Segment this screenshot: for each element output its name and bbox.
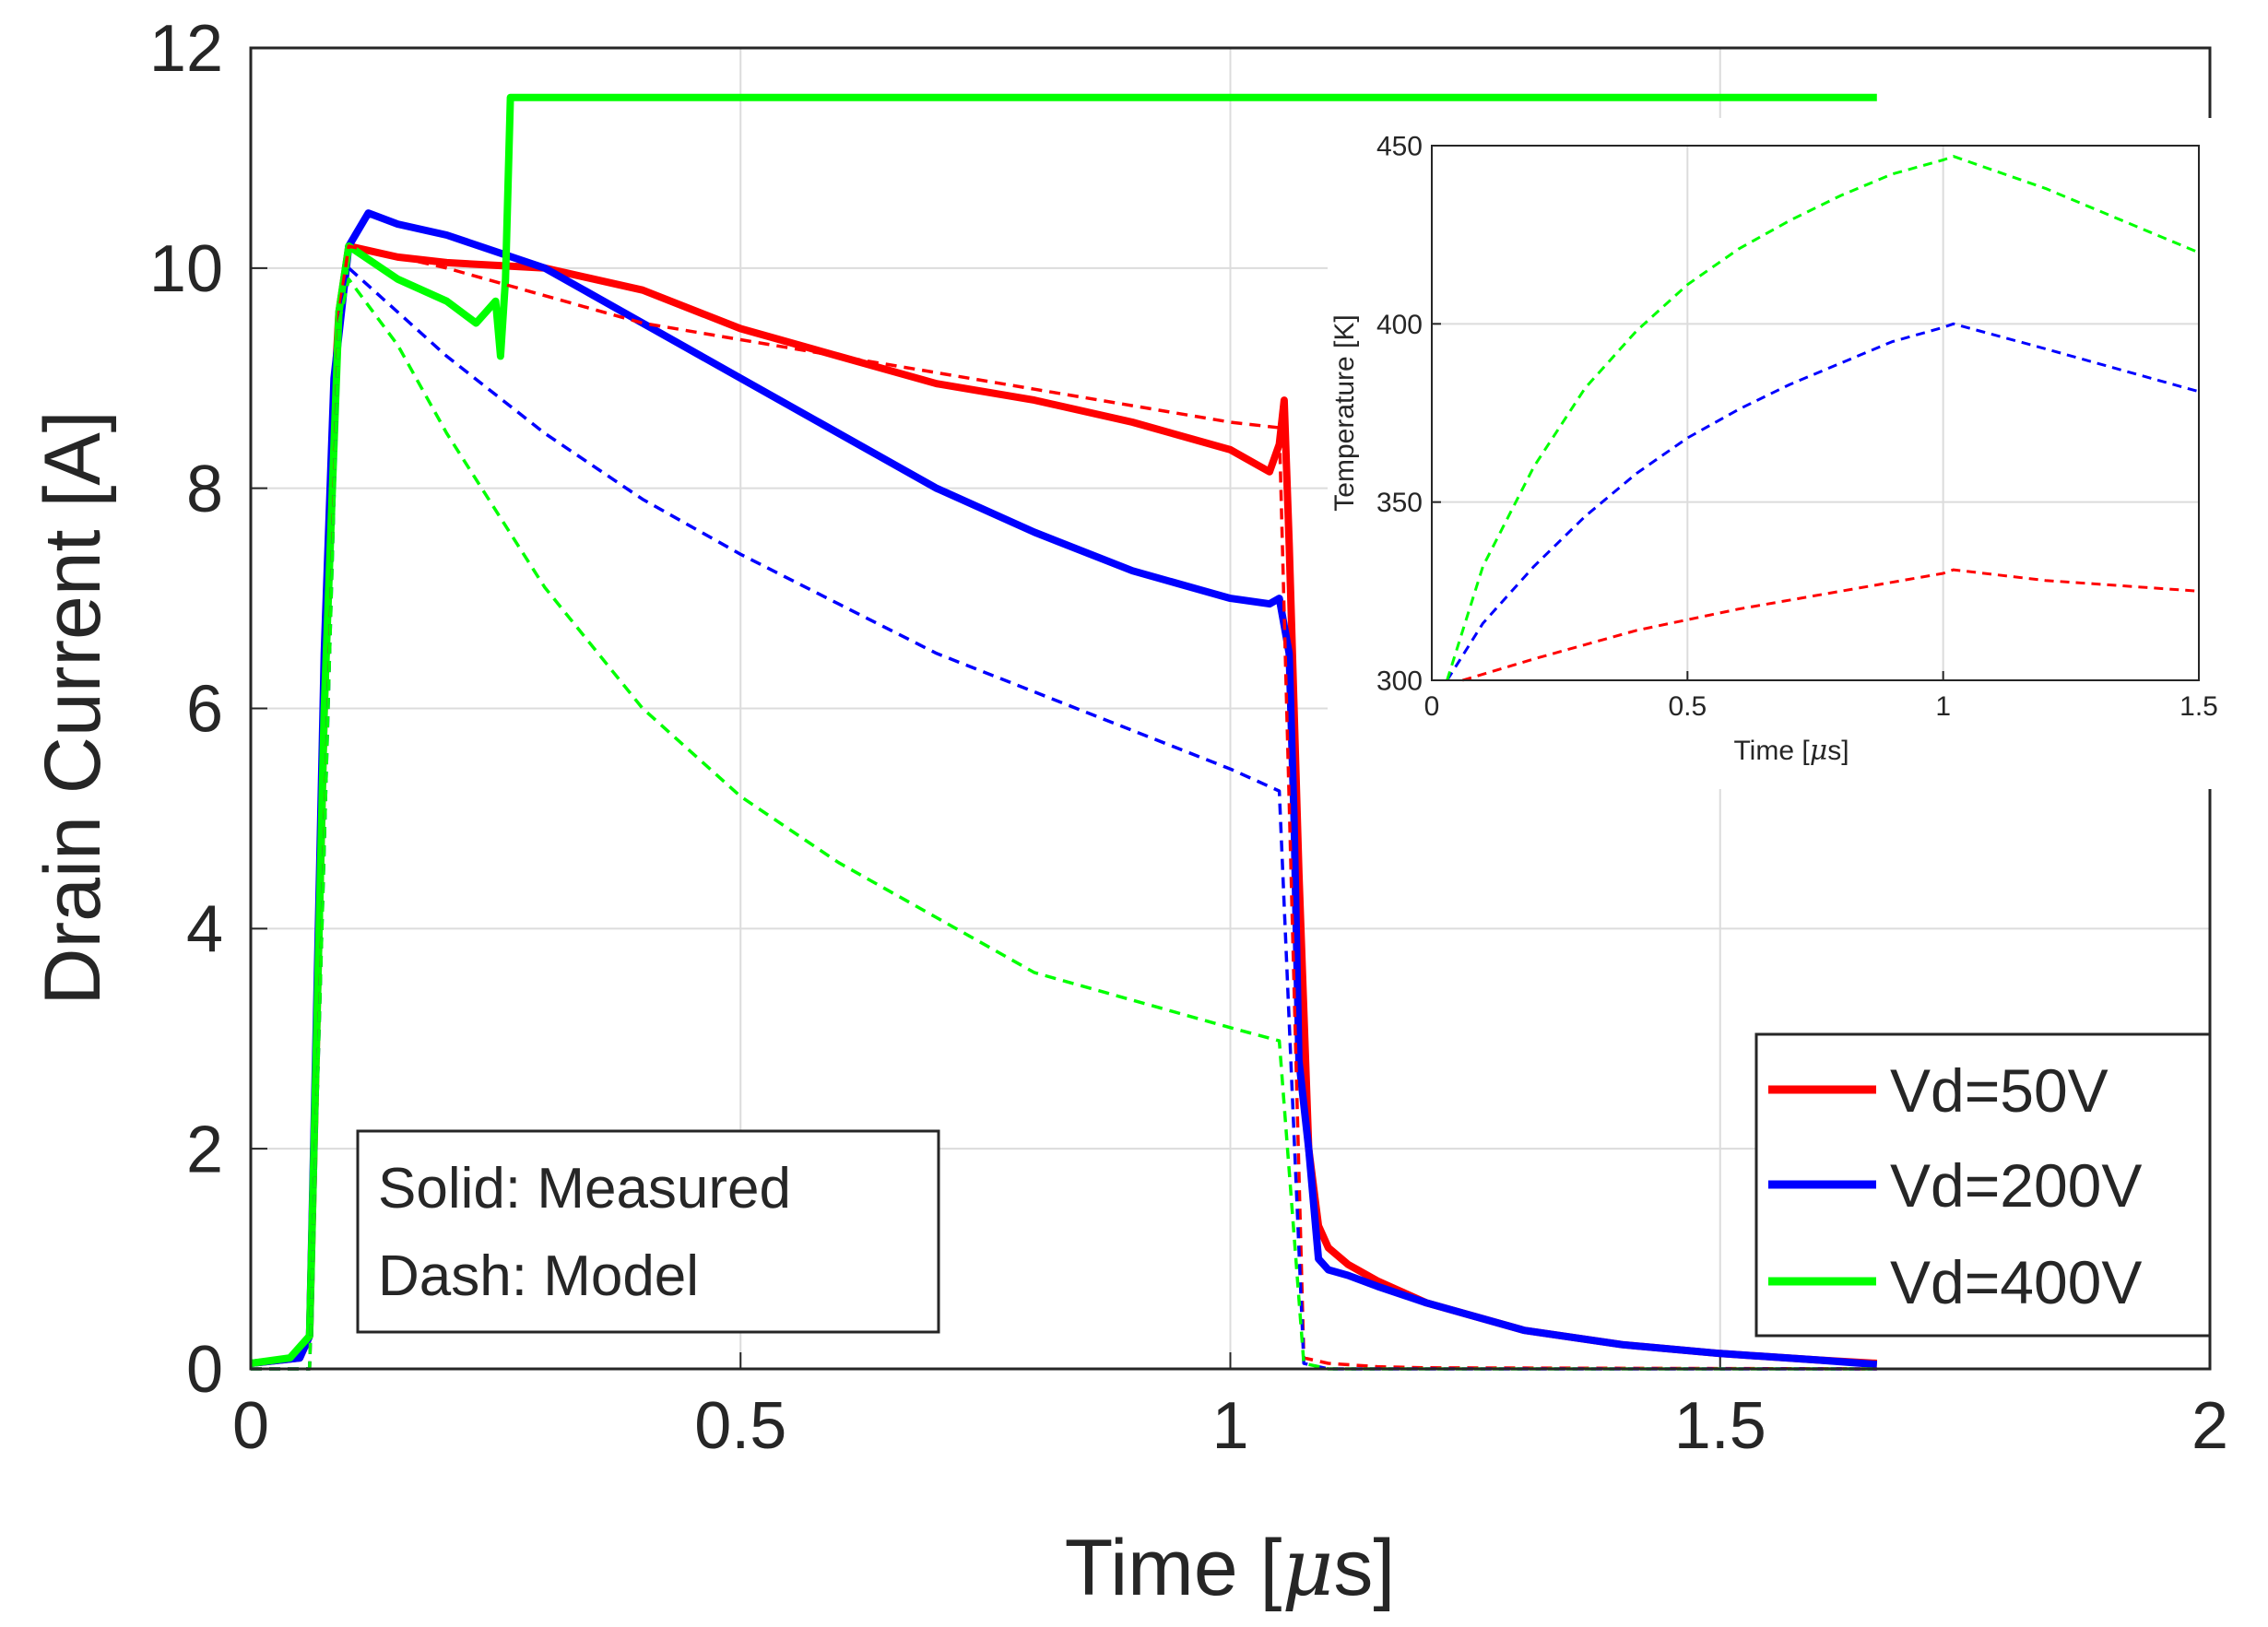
annotation-box: Solid: Measured Dash: Model bbox=[356, 1129, 940, 1334]
annotation-line-model: Dash: Model bbox=[378, 1244, 699, 1308]
legend-label-vd50: Vd=50V bbox=[1890, 1056, 2109, 1125]
inset-y-tick-label: 300 bbox=[1376, 666, 1423, 697]
main-series-vd-200v-measured bbox=[250, 209, 1878, 1369]
inset-x-axis-label: Time [μs] bbox=[1733, 735, 1849, 767]
main-series-vd-400v-model bbox=[251, 277, 1877, 1371]
main-x-tick-labels: 0 0.5 1 1.5 2 bbox=[232, 1389, 2228, 1463]
inset-x-axis-label-mu: μ bbox=[1810, 735, 1828, 767]
main-x-axis-label-prefix: Time [ bbox=[1065, 1524, 1282, 1612]
inset-x-tick-labels: 0 0.5 1 1.5 bbox=[1424, 691, 2218, 722]
main-x-tick-label: 1 bbox=[1211, 1389, 1248, 1463]
main-y-axis-label: Drain Current [A] bbox=[29, 410, 117, 1005]
inset-x-tick-label: 1 bbox=[1935, 691, 1951, 722]
inset-x-axis-label-prefix: Time [ bbox=[1733, 736, 1810, 766]
inset-x-axis-label-suffix: s] bbox=[1827, 736, 1849, 766]
inset-y-axis-label: Temperature [K] bbox=[1329, 314, 1360, 511]
inset-y-tick-label: 350 bbox=[1376, 488, 1423, 518]
annotation-line-measured: Solid: Measured bbox=[378, 1157, 791, 1220]
legend-label-vd400: Vd=400V bbox=[1890, 1248, 2142, 1316]
main-series-vd-400v-measured bbox=[250, 93, 1877, 1367]
main-x-axis-label-suffix: s] bbox=[1333, 1524, 1395, 1612]
legend: Vd=50V Vd=200V Vd=400V bbox=[1754, 1032, 2212, 1338]
inset-x-tick-label: 1.5 bbox=[2179, 691, 2218, 722]
inset-series-group bbox=[1446, 155, 2200, 682]
inset-plot-area bbox=[1432, 146, 2199, 680]
main-x-axis-label-mu: μ bbox=[1282, 1522, 1333, 1614]
inset-y-tick-label: 400 bbox=[1376, 310, 1423, 340]
main-x-tick-label: 0.5 bbox=[694, 1389, 786, 1463]
main-y-tick-label: 12 bbox=[149, 12, 223, 86]
main-x-tick-label: 2 bbox=[2191, 1389, 2228, 1463]
main-y-tick-label: 10 bbox=[149, 232, 223, 306]
inset-series-vd-200v-model bbox=[1446, 322, 2200, 681]
main-x-tick-label: 0 bbox=[232, 1389, 269, 1463]
inset-series-vd-50v-model bbox=[1461, 568, 2200, 682]
inset-x-tick-label: 0.5 bbox=[1668, 691, 1707, 722]
main-y-tick-label: 2 bbox=[186, 1113, 223, 1186]
main-x-axis-label: Time [μs] bbox=[1065, 1522, 1396, 1614]
inset-x-tick-label: 0 bbox=[1424, 691, 1440, 722]
main-y-tick-label: 4 bbox=[186, 893, 223, 967]
annotation-frame bbox=[356, 1129, 940, 1334]
main-series-group bbox=[250, 93, 1878, 1371]
inset-y-tick-label: 450 bbox=[1376, 132, 1423, 162]
main-y-tick-label: 0 bbox=[186, 1333, 223, 1407]
main-y-tick-label: 6 bbox=[186, 673, 223, 747]
inset-chart: 0 0.5 1 1.5 300 350 400 450 Time [μs] Temperat… bbox=[1328, 118, 2218, 789]
main-y-tick-labels: 0 2 4 6 8 10 12 bbox=[149, 12, 223, 1407]
legend-label-vd200: Vd=200V bbox=[1890, 1151, 2142, 1220]
inset-y-tick-labels: 300 350 400 450 bbox=[1376, 132, 1423, 697]
inset-plot-frame bbox=[1431, 145, 2200, 681]
main-series-vd-50v-model bbox=[251, 244, 1877, 1371]
main-y-tick-label: 8 bbox=[186, 453, 223, 526]
main-series-vd-200v-model bbox=[251, 266, 1877, 1371]
main-x-tick-label: 1.5 bbox=[1674, 1389, 1766, 1463]
